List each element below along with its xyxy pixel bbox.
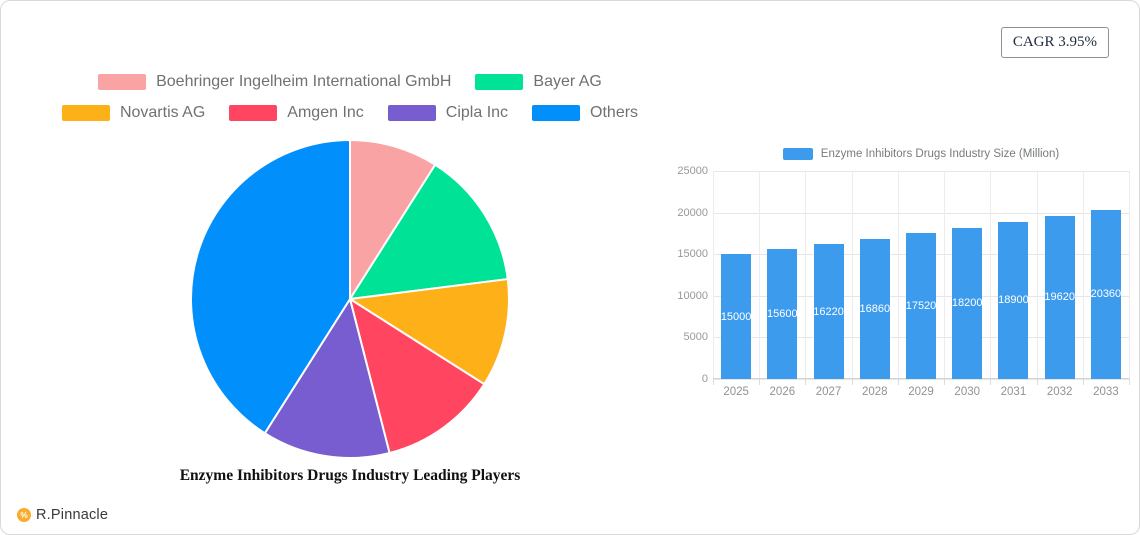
x-axis-tick (1082, 379, 1084, 385)
pie-legend-item-bayer-ag[interactable]: Bayer AG (475, 73, 602, 91)
x-axis-tick (805, 379, 807, 385)
pie-legend-item-novartis-ag[interactable]: Novartis AG (61, 104, 206, 122)
pie-slice-amgen-inc[interactable] (349, 298, 486, 454)
bar-2031[interactable] (998, 221, 1029, 379)
x-axis-tick (944, 379, 946, 385)
bar-2032[interactable] (1044, 215, 1075, 379)
bar-legend-label: Enzyme Inhibitors Drugs Industry Size (M… (820, 148, 1060, 160)
gridline-v (1082, 171, 1084, 379)
cagr-badge: CAGR 3.95% (1000, 27, 1109, 58)
legend-label: Novartis AG (119, 104, 206, 121)
y-axis-tick-label: 25000 (677, 165, 708, 177)
bar-value-label: 18900 (998, 294, 1029, 307)
x-axis-category-label: 2027 (815, 386, 842, 398)
legend-label: Boehringer Ingelheim International GmbH (156, 73, 452, 90)
brand-name: R.Pinnacle (36, 507, 109, 523)
gridline-v (1129, 171, 1130, 379)
x-axis-category-label: 2029 (908, 386, 934, 398)
x-axis-tick (897, 379, 899, 385)
y-axis-tick-label: 15000 (677, 248, 708, 261)
y-axis-tick-label: 20000 (677, 206, 708, 219)
pie-chart-title: Enzyme Inhibitors Drugs Industry Leading… (179, 467, 521, 484)
x-axis-tick (759, 379, 761, 385)
bar-chart-plot-area: 0 5000 10000 15000 20000 25000 15000 2025 15600 2… (677, 165, 1130, 398)
bar-value-label: 16860 (859, 302, 891, 315)
pie-legend: Boehringer Ingelheim International GmbH B… (35, 73, 665, 122)
bar-chart-legend[interactable]: Enzyme Inhibitors Drugs Industry Size (M… (713, 148, 1129, 160)
legend-swatch (475, 74, 524, 90)
x-axis-category-label: 2033 (1093, 386, 1119, 398)
bar-value-label: 15000 (720, 310, 752, 323)
x-axis-tick (851, 379, 853, 385)
pie-legend-item-boehringer-ingelheim-international-gmbh[interactable]: Boehringer Ingelheim International GmbH (98, 73, 451, 91)
gridline-v (897, 171, 899, 379)
x-axis-tick (1036, 379, 1038, 385)
legend-swatch (532, 105, 581, 121)
x-axis-category-label: 2032 (1046, 386, 1073, 398)
bar-2029[interactable] (906, 233, 936, 379)
x-axis-tick (713, 379, 714, 385)
bar-value-label: 18200 (951, 297, 983, 310)
bar-value-label: 20360 (1090, 288, 1122, 301)
pie-legend-item-others[interactable]: Others (532, 104, 638, 122)
legend-swatch (387, 105, 436, 121)
gridline-v (759, 171, 761, 379)
pie-slice-bayer-ag[interactable] (349, 163, 509, 300)
legend-label: Cipla Inc (445, 104, 509, 121)
bar-value-label: 19620 (1044, 291, 1075, 304)
y-axis-tick-label: 5000 (683, 331, 708, 344)
bar-2030[interactable] (952, 227, 983, 379)
pie-legend-item-amgen-inc[interactable]: Amgen Inc (229, 104, 364, 122)
legend-swatch (782, 148, 813, 160)
brand-circle-icon: % (17, 508, 31, 522)
bar-value-label: 15600 (767, 308, 798, 321)
pie-slice-novartis-ag[interactable] (349, 278, 511, 386)
pie-chart[interactable] (187, 136, 513, 462)
legend-label: Others (590, 104, 639, 121)
x-axis-category-label: 2030 (954, 386, 981, 398)
legend-label: Amgen Inc (287, 104, 364, 121)
gridline-v (1036, 171, 1038, 379)
bar-2025[interactable] (721, 254, 752, 379)
x-axis-category-label: 2028 (861, 386, 888, 398)
y-axis-tick-label: 0 (701, 373, 708, 385)
legend-swatch (98, 74, 147, 90)
bar-2033[interactable] (1090, 209, 1121, 379)
pie-slice-others[interactable] (190, 139, 351, 435)
bar-2028[interactable] (859, 238, 890, 379)
legend-label: Bayer AG (533, 73, 602, 90)
y-axis-tick-label: 10000 (677, 289, 708, 302)
gridline-h (713, 171, 1129, 172)
legend-swatch (61, 105, 110, 121)
x-axis-category-label: 2026 (769, 386, 796, 398)
gridline-v (990, 171, 992, 379)
pie-slice-cipla-inc[interactable] (263, 298, 391, 459)
x-axis-category-label: 2031 (1000, 386, 1027, 398)
gridline-v (944, 171, 946, 379)
legend-swatch (229, 105, 278, 121)
gridline-v (713, 171, 714, 379)
bar-value-label: 16220 (813, 305, 844, 318)
x-axis-category-label: 2025 (723, 386, 749, 398)
pie-legend-item-cipla-inc[interactable]: Cipla Inc (387, 104, 509, 122)
cagr-label: CAGR 3.95% (1012, 34, 1097, 50)
gridline-h (713, 379, 1129, 380)
bar-value-label: 17520 (905, 300, 937, 313)
brand-logo: % R.Pinnacle (17, 507, 108, 523)
pie-slice-boehringer-ingelheim-international-gmbh[interactable] (349, 139, 437, 300)
gridline-v (805, 171, 807, 379)
x-axis-tick (990, 379, 992, 385)
bar-2027[interactable] (813, 244, 844, 379)
gridline-v (851, 171, 853, 379)
x-axis-tick (1129, 379, 1130, 385)
bar-2026[interactable] (767, 249, 798, 379)
gridline-h (713, 212, 1129, 214)
